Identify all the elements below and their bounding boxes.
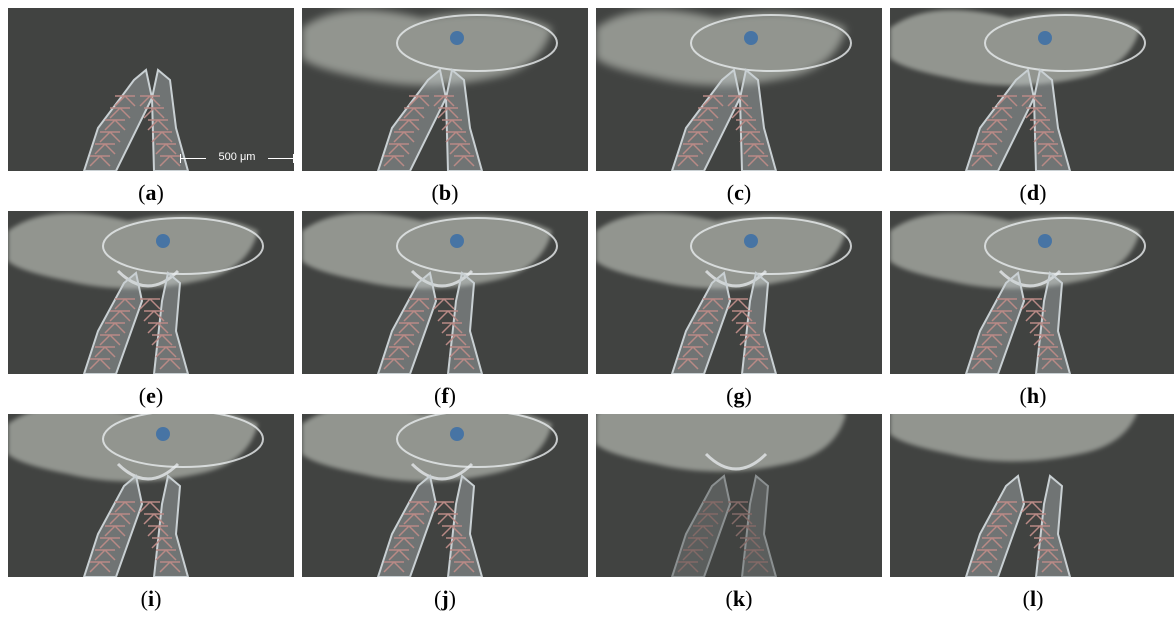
droplet bbox=[744, 31, 758, 45]
gripper-arms bbox=[82, 68, 190, 171]
panel-caption: (l) bbox=[1022, 586, 1044, 611]
panel-photo bbox=[890, 414, 1174, 577]
tissue-sample bbox=[596, 10, 852, 86]
droplet bbox=[744, 234, 758, 248]
tissue-sample bbox=[302, 414, 558, 482]
micrograph bbox=[8, 414, 294, 577]
tissue-sample bbox=[890, 10, 1146, 86]
panel-label: d bbox=[1026, 180, 1040, 205]
gripper-arms bbox=[670, 271, 778, 374]
panel-label: j bbox=[441, 586, 449, 611]
micrograph bbox=[890, 8, 1174, 171]
figure-grid: 500 μm (a) (b) (c) (d) (e) (f) (g) (h) (i) (j) (k) (… bbox=[8, 8, 1174, 612]
micrograph bbox=[8, 8, 294, 171]
gripper-arms bbox=[82, 474, 190, 577]
gripper-arms bbox=[82, 271, 190, 374]
scale-bar: 500 μm bbox=[180, 151, 294, 165]
tissue-sample bbox=[890, 414, 1137, 462]
panel-caption: (c) bbox=[726, 180, 752, 205]
gripper-right-arm bbox=[740, 474, 778, 577]
tissue-sample bbox=[302, 213, 558, 289]
gripper-arms bbox=[376, 474, 484, 577]
panel-caption: (g) bbox=[726, 383, 752, 408]
panel-caption: (h) bbox=[1019, 383, 1047, 408]
tissue-sample bbox=[8, 414, 264, 482]
panel-label: i bbox=[147, 586, 155, 611]
micrograph bbox=[596, 211, 882, 374]
gripper-arms bbox=[964, 271, 1072, 374]
panel-label: l bbox=[1029, 586, 1037, 611]
gripper-right-arm bbox=[446, 271, 484, 374]
panel-caption: (f) bbox=[434, 383, 456, 408]
micrograph bbox=[596, 414, 882, 577]
micrograph bbox=[890, 211, 1174, 374]
micrograph bbox=[302, 211, 588, 374]
panel-label: a bbox=[145, 180, 157, 205]
gripper-right-arm bbox=[1034, 474, 1072, 577]
scale-bar-label: 500 μm bbox=[218, 151, 256, 163]
panel-photo bbox=[890, 211, 1174, 374]
panel-photo bbox=[302, 211, 588, 374]
panel-caption: (a) bbox=[138, 180, 164, 205]
gripper-arms bbox=[964, 474, 1072, 577]
gripper-arms bbox=[670, 474, 778, 577]
tissue-sample bbox=[8, 213, 264, 289]
droplet bbox=[450, 234, 464, 248]
gripper-right-arm bbox=[446, 474, 484, 577]
panel-caption: (d) bbox=[1019, 180, 1047, 205]
panel-caption: (b) bbox=[431, 180, 459, 205]
gripper-right-arm bbox=[740, 271, 778, 374]
panel-caption: (k) bbox=[725, 586, 753, 611]
panel-caption: (e) bbox=[138, 383, 164, 408]
micrograph bbox=[302, 414, 588, 577]
panel-label: b bbox=[438, 180, 452, 205]
panel-photo bbox=[596, 8, 882, 171]
panel-photo: 500 μm bbox=[8, 8, 294, 171]
gripper-arms bbox=[376, 68, 484, 171]
panel-photo bbox=[596, 414, 882, 577]
gripper-right-arm bbox=[152, 271, 190, 374]
micrograph bbox=[596, 8, 882, 171]
panel-photo bbox=[8, 414, 294, 577]
droplet bbox=[1038, 234, 1052, 248]
panel-label: c bbox=[734, 180, 744, 205]
gripper-right-arm bbox=[1034, 271, 1072, 374]
droplet bbox=[156, 234, 170, 248]
panel-photo bbox=[302, 8, 588, 171]
droplet bbox=[156, 427, 170, 441]
panel-caption: (i) bbox=[140, 586, 162, 611]
tissue-sample bbox=[596, 414, 846, 472]
panel-label: k bbox=[732, 586, 746, 611]
panel-photo bbox=[596, 211, 882, 374]
panel-photo bbox=[302, 414, 588, 577]
panel-label: f bbox=[441, 383, 449, 408]
panel-label: e bbox=[146, 383, 156, 408]
gripper-arms bbox=[964, 68, 1072, 171]
gripper-arms bbox=[376, 271, 484, 374]
tissue-sample bbox=[302, 10, 558, 86]
micrograph bbox=[302, 8, 588, 171]
micrograph bbox=[8, 211, 294, 374]
droplet bbox=[450, 31, 464, 45]
gripper-arms bbox=[670, 68, 778, 171]
panel-photo bbox=[890, 8, 1174, 171]
droplet bbox=[450, 427, 464, 441]
gripper-right-arm bbox=[152, 474, 190, 577]
panel-caption: (j) bbox=[434, 586, 456, 611]
panel-label: g bbox=[733, 383, 745, 408]
panel-label: h bbox=[1026, 383, 1040, 408]
micrograph bbox=[890, 414, 1174, 577]
droplet bbox=[1038, 31, 1052, 45]
panel-photo bbox=[8, 211, 294, 374]
